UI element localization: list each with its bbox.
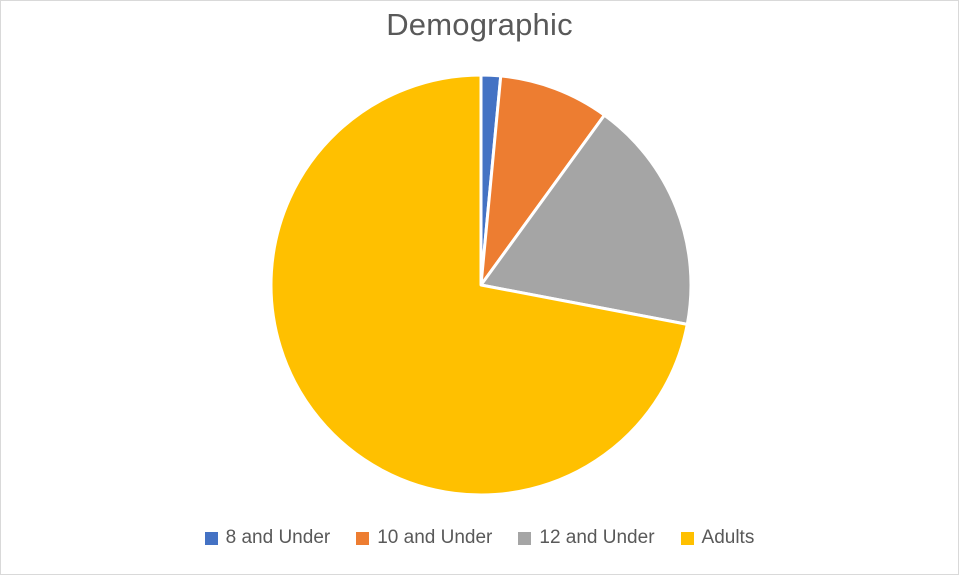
legend-swatch (518, 531, 532, 545)
legend-label: 10 and Under (377, 527, 493, 548)
legend-item-10-and-under: 10 and Under (356, 527, 492, 549)
legend-swatch (680, 531, 694, 545)
pie-slice-12-and-under (479, 113, 693, 326)
legend-item-8-and-under: 8 and Under (204, 527, 331, 549)
legend-label: 12 and Under (539, 527, 655, 548)
legend-label: 8 and Under (225, 527, 331, 548)
chart-legend: 8 and Under 10 and Under 12 and Under Adult… (1, 527, 958, 549)
legend-item-12-and-under: 12 and Under (518, 527, 655, 549)
chart-title: Demographic (386, 7, 573, 42)
pie-slice-adults (269, 73, 689, 497)
pie-slice-10-and-under (479, 74, 606, 287)
legend-item-adults: Adults (680, 527, 755, 549)
legend-swatch (204, 531, 218, 545)
legend-label: Adults (701, 527, 755, 548)
legend-swatch (356, 531, 370, 545)
